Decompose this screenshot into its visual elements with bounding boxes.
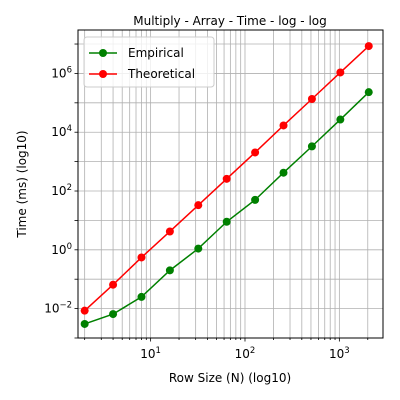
data-point-empirical xyxy=(307,142,316,151)
legend-label-theoretical: Theoretical xyxy=(127,67,195,81)
series-layer xyxy=(80,42,373,328)
chart-title: Multiply - Array - Time - log - log xyxy=(133,14,327,28)
data-point-theoretical xyxy=(80,306,89,315)
y-tick-label: 104 xyxy=(51,124,72,139)
legend-marker-empirical xyxy=(99,49,107,57)
data-point-empirical xyxy=(109,310,118,319)
y-tick-label: 106 xyxy=(51,65,72,80)
data-point-empirical xyxy=(222,217,231,226)
data-point-theoretical xyxy=(251,148,260,157)
data-point-empirical xyxy=(80,319,89,328)
data-point-empirical xyxy=(336,115,345,124)
data-point-empirical xyxy=(137,292,146,301)
data-point-theoretical xyxy=(137,253,146,262)
legend: Empirical Theoretical xyxy=(83,36,215,88)
y-tick-label: 10−2 xyxy=(44,301,72,316)
data-point-theoretical xyxy=(364,42,373,51)
data-point-theoretical xyxy=(109,280,118,289)
data-point-theoretical xyxy=(194,201,203,210)
y-axis-label: Time (ms) (log10) xyxy=(15,130,29,238)
data-point-empirical xyxy=(279,168,288,177)
x-tick-label: 101 xyxy=(140,346,161,361)
x-tick-label: 103 xyxy=(329,346,350,361)
data-point-theoretical xyxy=(307,94,316,103)
data-point-theoretical xyxy=(336,68,345,77)
data-point-empirical xyxy=(194,244,203,253)
data-point-empirical xyxy=(364,88,373,97)
tick-layer: 101 102 103 10−2 100 102 104 106 xyxy=(44,43,369,361)
y-tick-label: 102 xyxy=(51,183,72,198)
data-point-theoretical xyxy=(165,227,174,236)
data-point-empirical xyxy=(251,195,260,204)
x-axis-label: Row Size (N) (log10) xyxy=(169,371,291,385)
legend-label-empirical: Empirical xyxy=(128,46,184,60)
y-tick-label: 100 xyxy=(51,242,72,257)
legend-marker-theoretical xyxy=(99,70,107,78)
data-point-theoretical xyxy=(279,121,288,130)
x-tick-label: 102 xyxy=(235,346,256,361)
data-point-empirical xyxy=(165,266,174,275)
data-point-theoretical xyxy=(222,174,231,183)
